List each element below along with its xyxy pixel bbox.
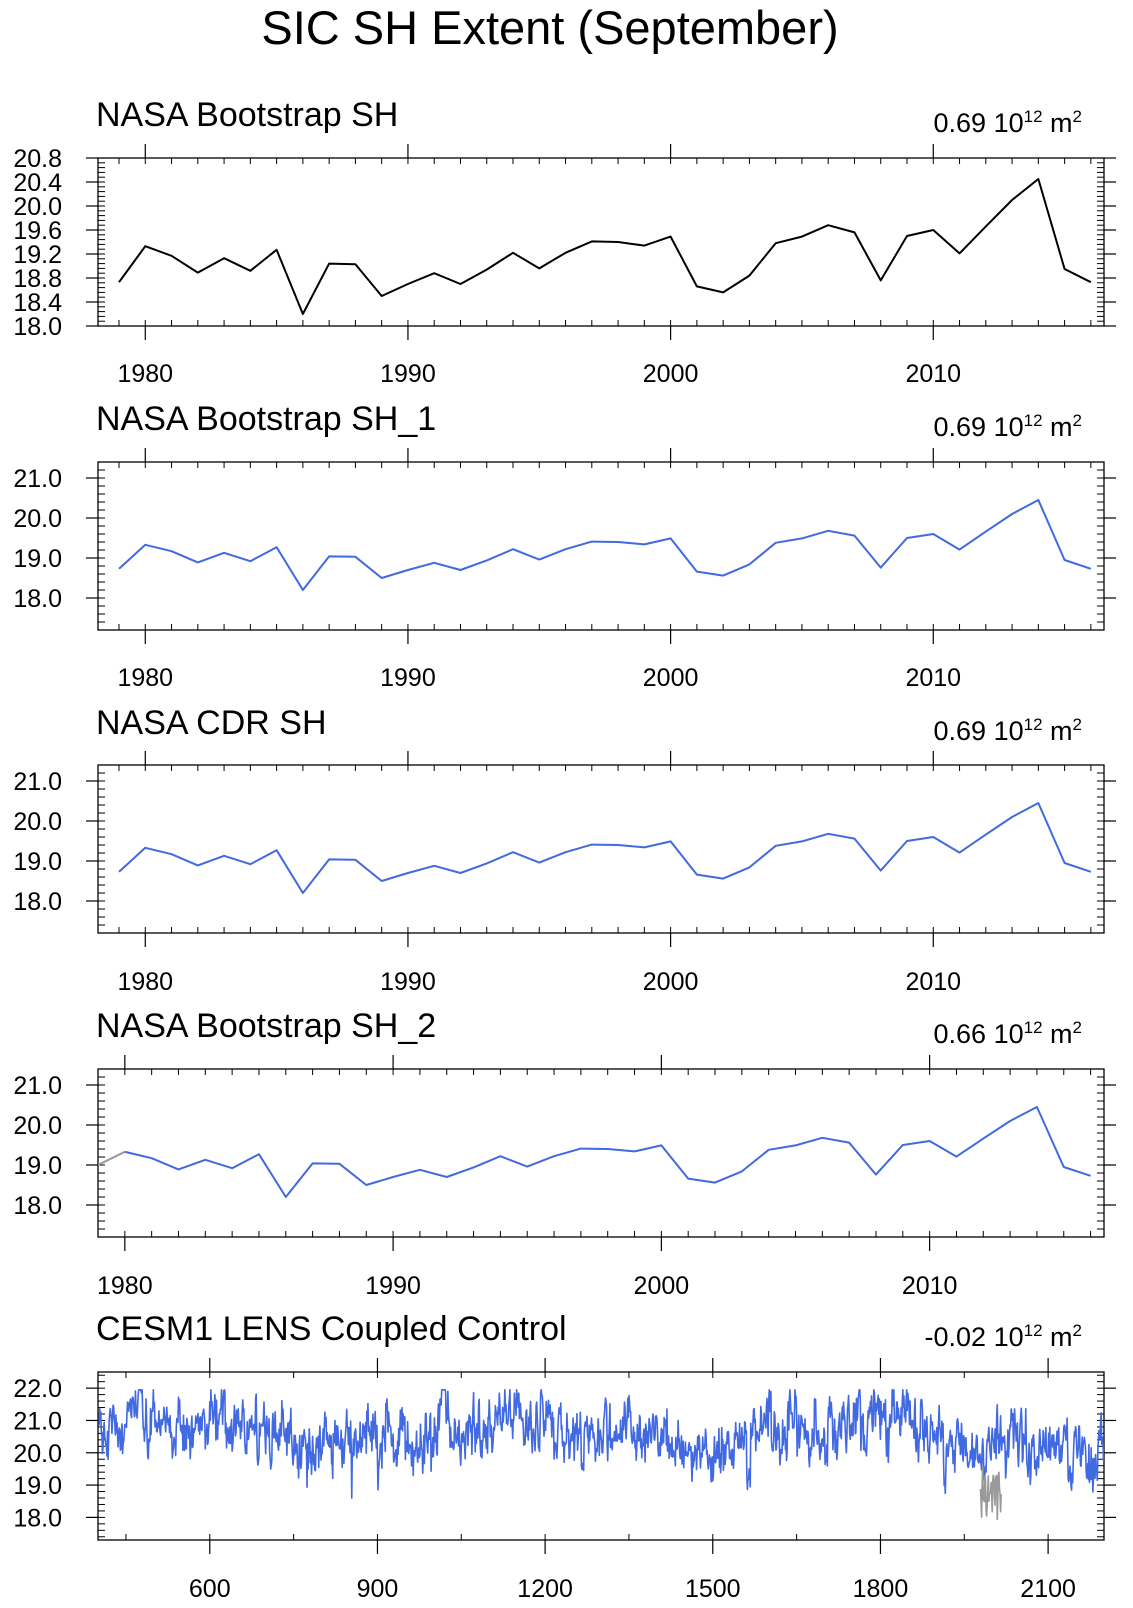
y-tick-label: 18.8 [13,265,62,293]
y-tick-label: 20.0 [13,1112,62,1140]
trend-label: 0.69 1012 m2 [934,715,1082,746]
y-tick-label: 19.0 [13,545,62,573]
panel-title: NASA Bootstrap SH_1 [96,400,436,438]
y-tick-label: 18.0 [13,313,62,341]
y-tick-label: 19.6 [13,217,62,245]
x-tick-label: 1990 [380,968,436,996]
x-tick-label: 1990 [365,1272,421,1300]
x-tick-label: 1980 [117,360,173,388]
x-tick-label: 1800 [853,1575,909,1603]
trend-label: 0.69 1012 m2 [934,107,1082,138]
trend-label: 0.69 1012 m2 [934,411,1082,442]
series-line [124,1106,1091,1198]
trend-label: 0.66 1012 m2 [934,1018,1082,1049]
panel-title: NASA Bootstrap SH [96,96,398,134]
x-tick-label: 2000 [643,664,699,692]
plot-frame [97,157,1105,327]
x-tick-label: 1990 [380,664,436,692]
panel-title: NASA Bootstrap SH_2 [96,1007,436,1045]
x-tick-label: 1500 [685,1575,741,1603]
panel-4: NASA Bootstrap SH_2 0.66 1012 m2 18.0 19.0 2… [13,1007,1116,1300]
y-tick-label: 18.0 [13,1504,62,1532]
y-tick-label: 19.0 [13,848,62,876]
x-tick-label: 2000 [643,968,699,996]
panel-3: NASA CDR SH 0.69 1012 m2 18.0 19.0 20.0 21.0 1… [13,704,1116,996]
series-line [979,1465,1002,1521]
y-tick-label: 18.0 [13,1192,62,1220]
panel-2: NASA Bootstrap SH_1 0.69 1012 m2 18.0 19.0 2… [13,400,1116,692]
x-tick-label: 1200 [517,1575,573,1603]
series-line [118,499,1092,591]
x-tick-label: 1980 [117,664,173,692]
y-tick-label: 22.0 [13,1375,62,1403]
series-line [118,178,1092,315]
panel-title: CESM1 LENS Coupled Control [96,1310,567,1348]
y-tick-label: 20.0 [13,505,62,533]
x-tick-label: 2100 [1020,1575,1076,1603]
trend-label: -0.02 1012 m2 [925,1321,1082,1352]
y-tick-label: 20.0 [13,808,62,836]
y-tick-label: 20.4 [13,169,62,197]
plot-frame [97,461,1105,631]
series-line [98,1150,126,1166]
y-tick-label: 19.0 [13,1472,62,1500]
panel-title: NASA CDR SH [96,704,327,742]
x-tick-label: 900 [357,1575,399,1603]
x-tick-label: 2010 [905,360,961,388]
panel-1: NASA Bootstrap SH 0.69 1012 m2 18.018.418.… [13,96,1116,388]
x-tick-label: 2000 [634,1272,690,1300]
y-tick-label: 18.0 [13,888,62,916]
x-tick-label: 2000 [643,360,699,388]
series-line [118,802,1092,894]
y-tick-label: 18.0 [13,585,62,613]
y-tick-label: 19.2 [13,241,62,269]
x-tick-label: 600 [189,1575,231,1603]
x-tick-label: 2010 [905,968,961,996]
y-tick-label: 21.0 [13,1072,62,1100]
series-line [98,1388,1104,1499]
y-tick-label: 20.0 [13,193,62,221]
y-tick-label: 21.0 [13,465,62,493]
y-tick-label: 19.0 [13,1152,62,1180]
x-tick-label: 1990 [380,360,436,388]
y-tick-label: 20.8 [13,145,62,173]
y-tick-label: 21.0 [13,768,62,796]
y-tick-label: 21.0 [13,1407,62,1435]
x-tick-label: 2010 [905,664,961,692]
plot-frame [97,1068,1105,1238]
y-tick-label: 20.0 [13,1440,62,1468]
x-tick-label: 1980 [97,1272,153,1300]
y-tick-label: 18.4 [13,289,62,317]
panel-5: CESM1 LENS Coupled Control -0.02 1012 m2 1… [13,1310,1116,1603]
x-tick-label: 2010 [902,1272,958,1300]
figure-title: SIC SH Extent (September) [261,1,838,54]
x-tick-label: 1980 [117,968,173,996]
plot-frame [97,764,1105,934]
